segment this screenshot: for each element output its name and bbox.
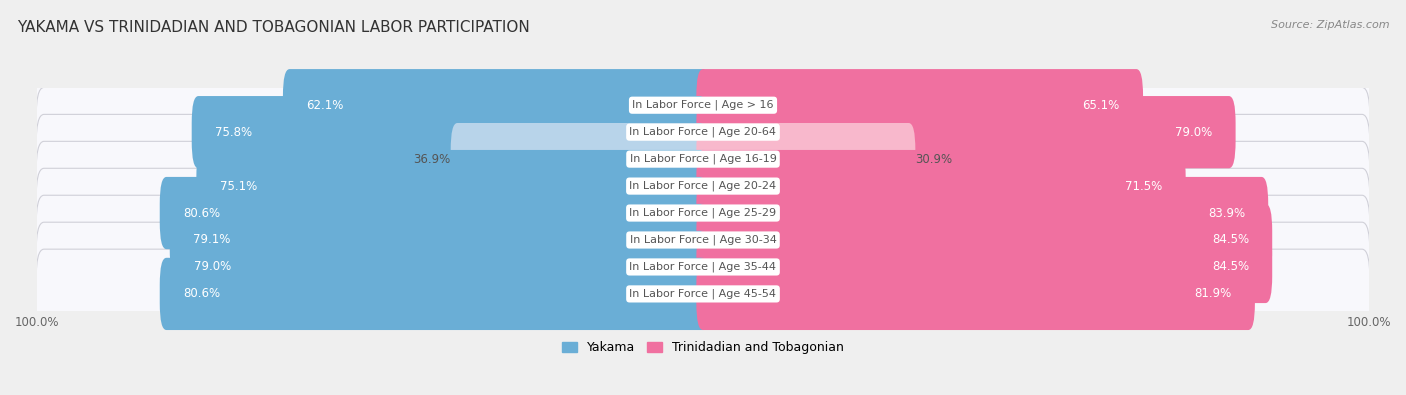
FancyBboxPatch shape (696, 177, 1268, 249)
FancyBboxPatch shape (37, 222, 1369, 312)
Text: 75.8%: 75.8% (215, 126, 252, 139)
Text: In Labor Force | Age 25-29: In Labor Force | Age 25-29 (630, 208, 776, 218)
Text: 75.1%: 75.1% (219, 180, 257, 193)
FancyBboxPatch shape (170, 204, 710, 276)
Text: 81.9%: 81.9% (1194, 288, 1232, 301)
Text: In Labor Force | Age 45-54: In Labor Force | Age 45-54 (630, 289, 776, 299)
Text: In Labor Force | Age 16-19: In Labor Force | Age 16-19 (630, 154, 776, 164)
FancyBboxPatch shape (191, 96, 710, 168)
Text: In Labor Force | Age 20-24: In Labor Force | Age 20-24 (630, 181, 776, 191)
FancyBboxPatch shape (696, 69, 1143, 141)
FancyBboxPatch shape (696, 123, 915, 195)
FancyBboxPatch shape (197, 150, 710, 222)
Text: 79.1%: 79.1% (193, 233, 231, 246)
FancyBboxPatch shape (37, 87, 1369, 177)
FancyBboxPatch shape (451, 123, 710, 195)
Text: In Labor Force | Age 20-64: In Labor Force | Age 20-64 (630, 127, 776, 137)
Legend: Yakama, Trinidadian and Tobagonian: Yakama, Trinidadian and Tobagonian (561, 341, 845, 354)
Text: 62.1%: 62.1% (307, 99, 343, 112)
Text: In Labor Force | Age 35-44: In Labor Force | Age 35-44 (630, 262, 776, 272)
Text: In Labor Force | Age 30-34: In Labor Force | Age 30-34 (630, 235, 776, 245)
FancyBboxPatch shape (696, 231, 1272, 303)
FancyBboxPatch shape (170, 231, 710, 303)
FancyBboxPatch shape (283, 69, 710, 141)
Text: YAKAMA VS TRINIDADIAN AND TOBAGONIAN LABOR PARTICIPATION: YAKAMA VS TRINIDADIAN AND TOBAGONIAN LAB… (17, 20, 530, 35)
FancyBboxPatch shape (160, 177, 710, 249)
FancyBboxPatch shape (37, 168, 1369, 258)
FancyBboxPatch shape (696, 204, 1272, 276)
Text: 71.5%: 71.5% (1125, 180, 1163, 193)
FancyBboxPatch shape (37, 60, 1369, 150)
Text: 65.1%: 65.1% (1083, 99, 1119, 112)
Text: 30.9%: 30.9% (915, 152, 952, 166)
Text: In Labor Force | Age > 16: In Labor Force | Age > 16 (633, 100, 773, 111)
FancyBboxPatch shape (696, 150, 1185, 222)
FancyBboxPatch shape (37, 141, 1369, 231)
Text: 84.5%: 84.5% (1212, 233, 1249, 246)
Text: 79.0%: 79.0% (1175, 126, 1212, 139)
FancyBboxPatch shape (37, 115, 1369, 204)
FancyBboxPatch shape (37, 249, 1369, 339)
Text: 36.9%: 36.9% (413, 152, 451, 166)
Text: 80.6%: 80.6% (183, 288, 221, 301)
FancyBboxPatch shape (160, 258, 710, 330)
Text: 79.0%: 79.0% (194, 260, 231, 273)
Text: Source: ZipAtlas.com: Source: ZipAtlas.com (1271, 20, 1389, 30)
FancyBboxPatch shape (696, 96, 1236, 168)
Text: 84.5%: 84.5% (1212, 260, 1249, 273)
Text: 80.6%: 80.6% (183, 207, 221, 220)
Text: 83.9%: 83.9% (1208, 207, 1244, 220)
FancyBboxPatch shape (696, 258, 1256, 330)
FancyBboxPatch shape (37, 195, 1369, 285)
